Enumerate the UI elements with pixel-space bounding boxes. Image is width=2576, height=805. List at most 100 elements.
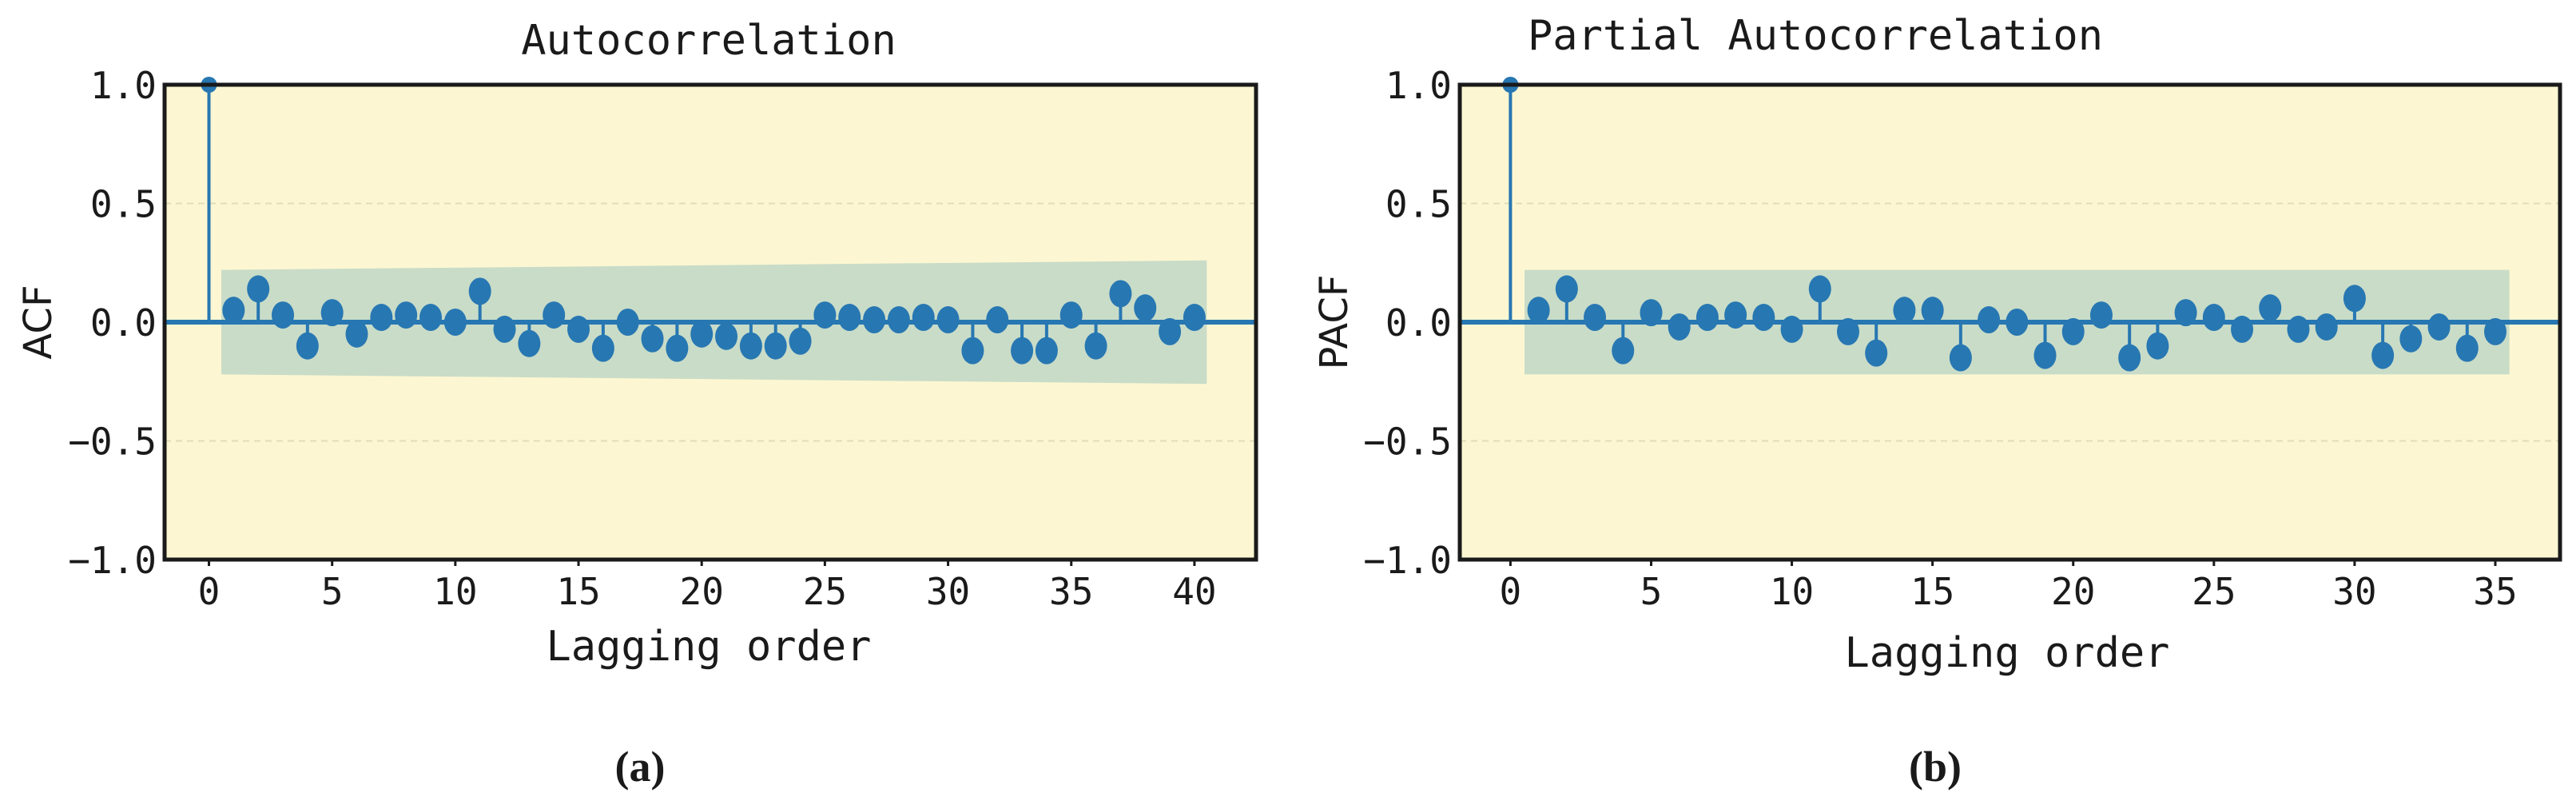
acf-y-tick-label: −1.0 [68,539,157,582]
acf-y-tick-label: 0.5 [90,183,157,226]
acf-stem-marker [222,297,245,325]
pacf-x-axis-label: Lagging order [1845,629,2170,677]
pacf-stem-marker [1865,339,1888,367]
acf-y-tick-label: 0.0 [90,301,157,345]
acf-y-axis-label: ACF [16,285,61,359]
acf-stem-marker [1159,317,1182,345]
pacf-panel: Partial Autocorrelation 1.0 0.5 0.0 −0.5 −1.… [1312,12,2562,791]
acf-stem-marker [789,327,812,355]
acf-y-ticks: 1.0 0.5 0.0 −0.5 −1.0 [68,64,157,582]
acf-stem-marker [936,306,960,334]
acf-stem-marker [518,329,541,357]
pacf-title: Partial Autocorrelation [1528,12,2103,60]
acf-x-tick-label: 30 [926,570,970,613]
acf-stem-marker [247,275,270,303]
acf-stem-marker [641,325,664,353]
pacf-stem-marker [2061,317,2085,345]
acf-x-tick-label: 10 [433,570,477,613]
pacf-stem-marker [2427,313,2451,341]
acf-stem-marker [1084,332,1107,360]
pacf-stem-marker [2484,317,2506,345]
acf-stem-marker [493,315,516,343]
pacf-stem-marker [2259,294,2282,322]
acf-title: Autocorrelation [521,17,896,65]
acf-stem-marker [961,337,984,365]
acf-stem-marker [616,309,639,336]
pacf-stem-marker [2287,315,2310,343]
pacf-gridlines [1460,202,2560,442]
pacf-stem-marker [1893,297,1916,325]
acf-stem-marker [838,304,861,332]
pacf-stem-marker [1837,317,1859,345]
pacf-x-tick-label: 30 [2332,570,2376,613]
acf-x-tick-label: 25 [803,570,847,613]
pacf-stem-marker [2231,315,2254,343]
pacf-stem-marker [2371,341,2395,369]
acf-stem-marker [567,315,590,343]
pacf-x-tick-label: 35 [2473,570,2517,613]
acf-x-tick-label: 40 [1172,570,1216,613]
acf-panel: Autocorrelation 1.0 0.5 0.0 −0.5 −1.0 0 5 10 15… [16,17,1258,791]
pacf-x-tick-label: 25 [2192,570,2236,613]
pacf-stem-marker [1527,297,1550,325]
acf-stems [201,77,1206,365]
acf-x-tick-label: 0 [198,570,221,613]
pacf-stem-marker [2118,344,2141,372]
pacf-y-ticks: 1.0 0.5 0.0 −0.5 −1.0 [1363,64,1452,582]
acf-stem-marker [320,299,344,327]
acf-stem-marker [543,301,566,329]
pacf-stem-marker [2174,299,2197,327]
acf-stem-marker [715,322,738,350]
pacf-stem-marker [1555,275,1578,303]
pacf-stem-marker [1921,297,1944,325]
pacf-stem-marker [2315,313,2338,341]
acf-stem-marker [1035,337,1058,365]
pacf-stem-marker [2006,309,2029,336]
pacf-y-tick-label: 1.0 [1385,64,1452,107]
acf-stem-marker [345,320,368,348]
acf-stem-marker [764,332,787,360]
pacf-y-tick-label: 0.5 [1385,183,1452,226]
pacf-x-tick-label: 0 [1500,570,1522,613]
acf-stem-marker [863,306,886,334]
acf-stem-marker [1011,337,1034,365]
pacf-x-ticks: 0 5 10 15 20 25 30 35 [1500,560,2518,613]
pacf-stem-marker [1978,306,2001,334]
acf-y-tick-label: −0.5 [68,420,157,464]
acf-caption: (a) [615,743,666,791]
acf-x-tick-label: 20 [680,570,724,613]
pacf-stem-marker [1640,299,1663,327]
acf-stem-marker [912,304,935,332]
pacf-x-tick-label: 5 [1640,570,1663,613]
acf-stem-marker [986,306,1009,334]
pacf-stem-marker [2399,325,2423,353]
acf-stem-marker [296,332,319,360]
acf-x-tick-label: 35 [1049,570,1093,613]
acf-x-tick-label: 15 [556,570,600,613]
pacf-stem-marker [1752,304,1775,332]
acf-stem-marker [272,301,295,329]
pacf-y-axis-label: PACF [1312,275,1357,370]
acf-stem-marker [1109,280,1132,308]
pacf-stems [1502,77,2506,372]
pacf-stem-marker [1780,315,1803,343]
acf-stem-marker [1183,304,1206,332]
acf-gridlines [165,202,1256,442]
pacf-stem-marker [2146,332,2169,360]
acf-stem-marker [370,304,393,332]
pacf-stem-marker [1584,304,1607,332]
pacf-stem-marker [1695,304,1719,332]
pacf-stem-marker [1668,313,1691,341]
pacf-x-tick-label: 10 [1770,570,1814,613]
acf-stem-marker [1059,301,1083,329]
acf-stem-marker [395,301,418,329]
acf-stem-marker [468,277,491,305]
pacf-caption: (b) [1909,743,1962,791]
acf-stem-marker [739,332,762,360]
pacf-x-tick-label: 15 [1910,570,1954,613]
acf-y-tick-label: 1.0 [90,64,157,107]
pacf-y-tick-label: 0.0 [1385,301,1452,345]
pacf-y-tick-label: −0.5 [1363,420,1452,464]
pacf-plot-frame [1457,82,2562,562]
